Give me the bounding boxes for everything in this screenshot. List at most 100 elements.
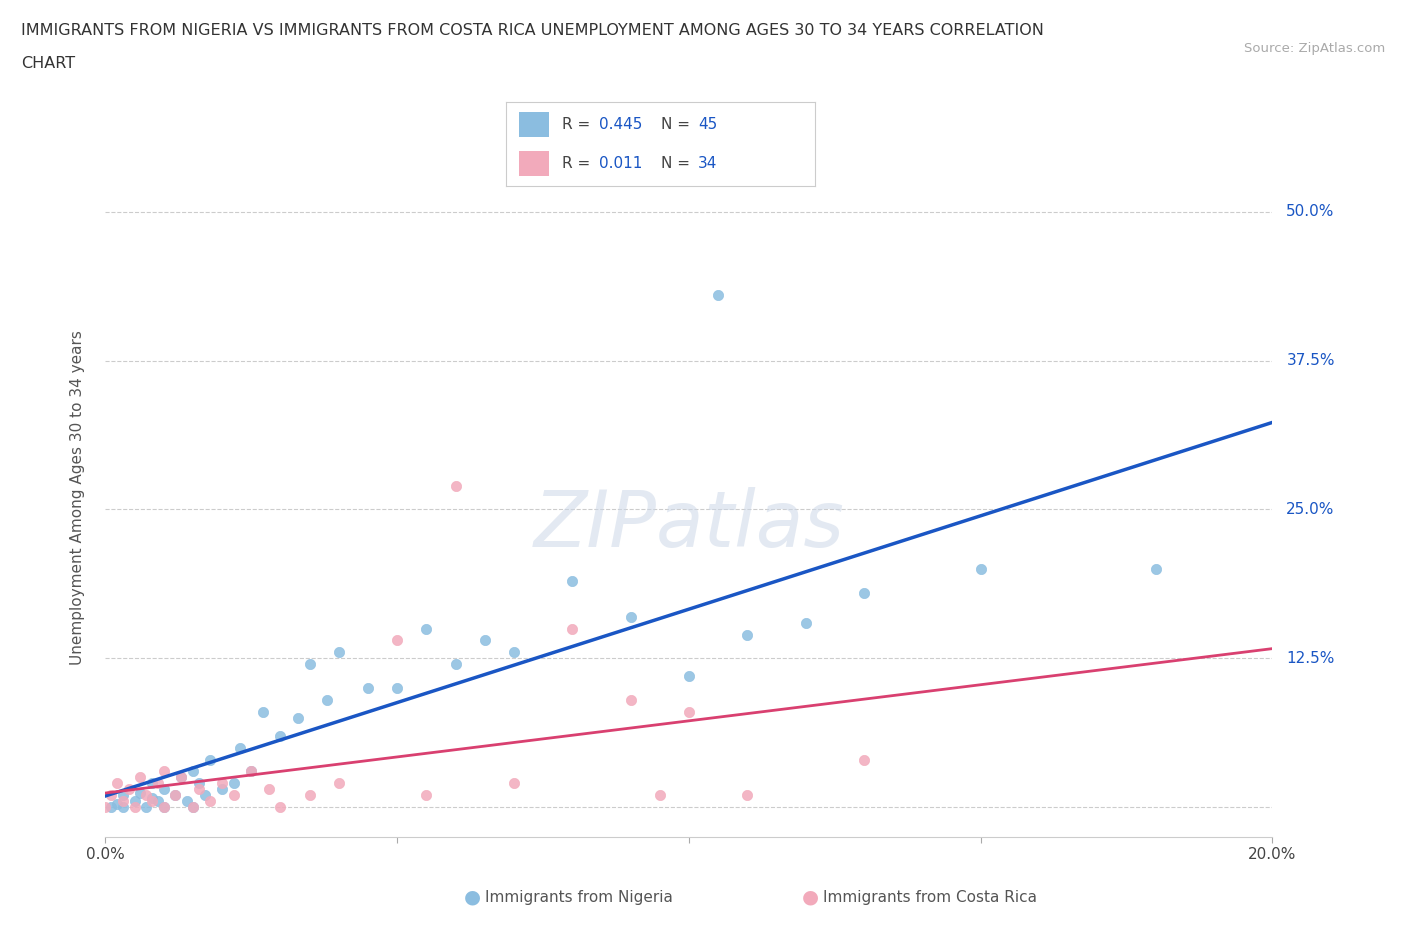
- Point: [105, 776, 128, 790]
- Point: [152, 782, 174, 797]
- Point: [415, 788, 437, 803]
- Text: N =: N =: [661, 117, 695, 132]
- Bar: [519, 113, 550, 138]
- Text: R =: R =: [562, 156, 600, 171]
- Point: [678, 669, 700, 684]
- Text: IMMIGRANTS FROM NIGERIA VS IMMIGRANTS FROM COSTA RICA UNEMPLOYMENT AMONG AGES 30: IMMIGRANTS FROM NIGERIA VS IMMIGRANTS FR…: [21, 23, 1045, 38]
- Point: [287, 711, 309, 725]
- Point: [298, 657, 321, 671]
- Point: [100, 800, 122, 815]
- Point: [187, 782, 209, 797]
- Point: [111, 794, 134, 809]
- Point: [152, 800, 174, 815]
- Y-axis label: Unemployment Among Ages 30 to 34 years: Unemployment Among Ages 30 to 34 years: [70, 330, 84, 665]
- Point: [105, 796, 128, 811]
- Point: [357, 681, 380, 696]
- Point: [240, 764, 263, 779]
- Point: [678, 705, 700, 720]
- Point: [852, 585, 875, 600]
- Point: [141, 794, 163, 809]
- Text: Immigrants from Nigeria: Immigrants from Nigeria: [485, 890, 673, 905]
- Point: [269, 800, 292, 815]
- Point: [176, 794, 198, 809]
- Point: [316, 693, 339, 708]
- Point: [328, 776, 350, 790]
- Point: [135, 800, 157, 815]
- Text: 50.0%: 50.0%: [1286, 205, 1334, 219]
- Point: [181, 800, 204, 815]
- Text: 45: 45: [697, 117, 717, 132]
- Text: R =: R =: [562, 117, 595, 132]
- Point: [240, 764, 263, 779]
- Point: [222, 776, 245, 790]
- Text: ZIPatlas: ZIPatlas: [533, 486, 845, 563]
- Text: 0.445: 0.445: [599, 117, 643, 132]
- Text: 0.011: 0.011: [599, 156, 643, 171]
- Point: [129, 770, 152, 785]
- Point: [502, 776, 524, 790]
- Point: [415, 621, 437, 636]
- Point: [181, 800, 204, 815]
- Point: [444, 657, 467, 671]
- Point: [561, 574, 583, 589]
- Point: [328, 644, 350, 659]
- Point: [111, 788, 134, 803]
- Point: [129, 786, 152, 801]
- Text: ●: ●: [801, 888, 818, 907]
- Point: [111, 800, 134, 815]
- Point: [187, 776, 209, 790]
- Point: [152, 800, 174, 815]
- Point: [228, 740, 250, 755]
- Point: [135, 788, 157, 803]
- Point: [794, 615, 817, 630]
- Point: [194, 788, 217, 803]
- Point: [165, 788, 187, 803]
- Point: [269, 728, 292, 743]
- Point: [211, 782, 233, 797]
- Point: [737, 627, 759, 642]
- Point: [200, 794, 222, 809]
- Bar: [519, 151, 550, 176]
- Point: [648, 788, 671, 803]
- Point: [969, 562, 991, 577]
- Point: [118, 782, 141, 797]
- Text: 25.0%: 25.0%: [1286, 502, 1334, 517]
- Point: [211, 776, 233, 790]
- Point: [146, 794, 169, 809]
- Text: ●: ●: [464, 888, 481, 907]
- Point: [707, 287, 730, 302]
- Point: [94, 800, 117, 815]
- Point: [737, 788, 759, 803]
- Point: [1144, 562, 1167, 577]
- Point: [146, 776, 169, 790]
- Point: [170, 770, 193, 785]
- Point: [252, 705, 274, 720]
- Point: [152, 764, 174, 779]
- Text: CHART: CHART: [21, 56, 75, 71]
- Point: [141, 790, 163, 805]
- Text: Source: ZipAtlas.com: Source: ZipAtlas.com: [1244, 42, 1385, 55]
- Point: [100, 788, 122, 803]
- Point: [385, 681, 408, 696]
- Point: [124, 800, 146, 815]
- Text: Immigrants from Costa Rica: Immigrants from Costa Rica: [823, 890, 1036, 905]
- Point: [170, 770, 193, 785]
- Point: [200, 752, 222, 767]
- Point: [124, 794, 146, 809]
- Text: 34: 34: [697, 156, 717, 171]
- Point: [222, 788, 245, 803]
- Point: [298, 788, 321, 803]
- Point: [474, 633, 496, 648]
- Point: [181, 764, 204, 779]
- Point: [385, 633, 408, 648]
- Point: [502, 644, 524, 659]
- Text: 12.5%: 12.5%: [1286, 651, 1334, 666]
- Text: N =: N =: [661, 156, 695, 171]
- Point: [165, 788, 187, 803]
- Point: [619, 609, 641, 624]
- Point: [561, 621, 583, 636]
- Point: [619, 693, 641, 708]
- Point: [444, 478, 467, 493]
- Text: 37.5%: 37.5%: [1286, 353, 1334, 368]
- Point: [852, 752, 875, 767]
